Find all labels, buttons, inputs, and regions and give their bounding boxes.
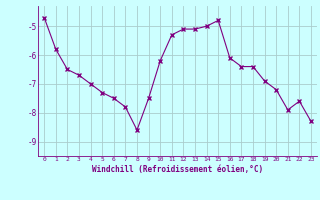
X-axis label: Windchill (Refroidissement éolien,°C): Windchill (Refroidissement éolien,°C) xyxy=(92,165,263,174)
